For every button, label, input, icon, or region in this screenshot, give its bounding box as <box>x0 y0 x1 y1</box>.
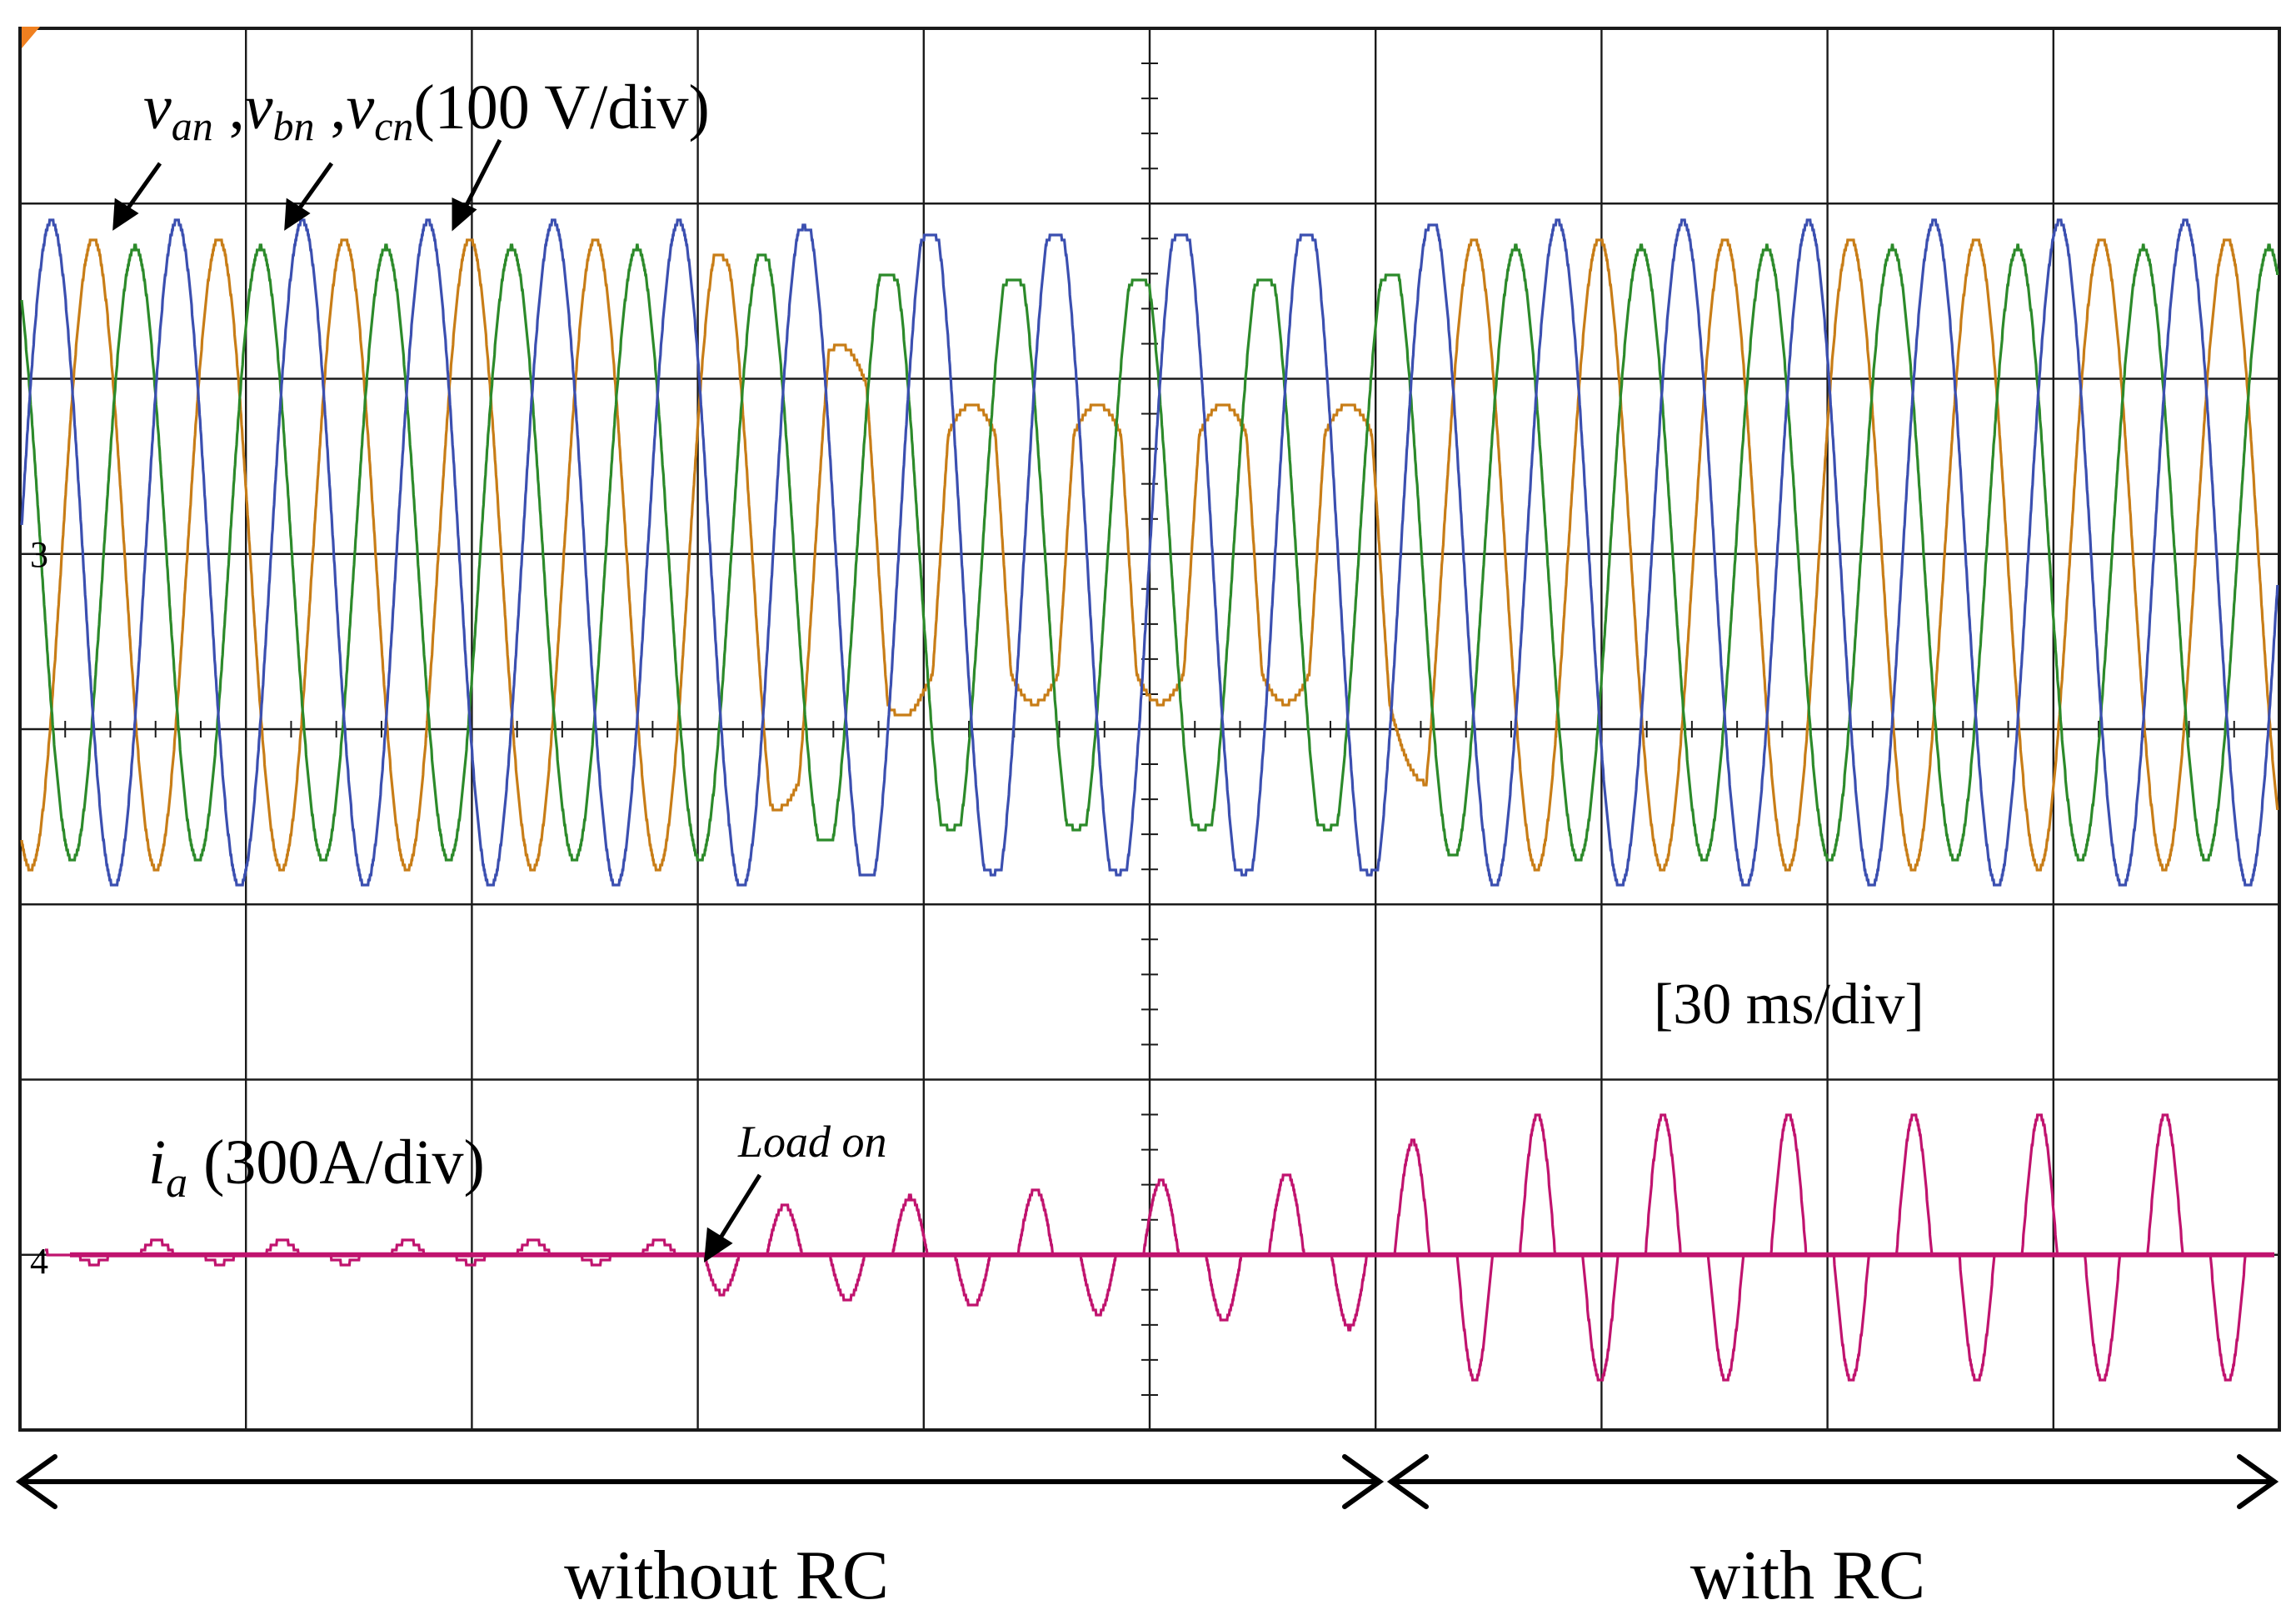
arrow-head-icon <box>704 1227 733 1262</box>
voltage-label: van ,vbn ,vcn(100 V/div) <box>143 72 710 149</box>
trace-v-cn <box>20 243 2279 862</box>
trace-v-an <box>20 218 2279 887</box>
voltage-sub-cn: cn <box>374 102 413 149</box>
voltage-symbol: v <box>143 72 172 142</box>
current-sub: a <box>166 1159 187 1207</box>
arrow-right-icon <box>1342 1454 1385 1509</box>
region-label-with-rc: with RC <box>1690 1537 1925 1614</box>
current-label: ia (300A/div) <box>148 1128 485 1207</box>
voltage-label-arrows <box>112 138 502 232</box>
voltage-separator-2: , <box>314 72 346 142</box>
channel-4-marker: 4 <box>30 1241 48 1282</box>
trigger-marker-icon <box>22 27 40 48</box>
arrow-left-icon <box>15 1454 57 1509</box>
arrow-head-icon <box>452 198 477 232</box>
trace-v-bn <box>20 238 2279 872</box>
voltage-symbol-3: v <box>346 72 374 142</box>
arrow-head-icon <box>284 198 311 231</box>
current-symbol: i <box>148 1128 166 1198</box>
arrow-left-icon <box>1386 1454 1429 1509</box>
voltage-scale: (100 V/div) <box>413 72 709 142</box>
current-scale: (300A/div) <box>187 1128 485 1198</box>
channel-3-marker: 3 <box>30 534 48 575</box>
region-arrows <box>15 1454 2279 1509</box>
voltage-sub-bn: bn <box>272 102 314 149</box>
load-on-arrow <box>704 1173 762 1262</box>
time-scale-label: [30 ms/div] <box>1654 972 1924 1037</box>
voltage-sub-an: an <box>172 102 213 149</box>
arrow-right-icon <box>2237 1454 2279 1509</box>
voltage-symbol-2: v <box>245 72 273 142</box>
load-on-label: Load on <box>737 1117 887 1167</box>
voltage-separator-1: , <box>213 72 245 142</box>
region-label-without-rc: without RC <box>564 1537 889 1614</box>
waveform-traces <box>20 218 2279 1382</box>
trace-i-a <box>45 1113 2271 1382</box>
arrow-head-icon <box>112 198 139 231</box>
